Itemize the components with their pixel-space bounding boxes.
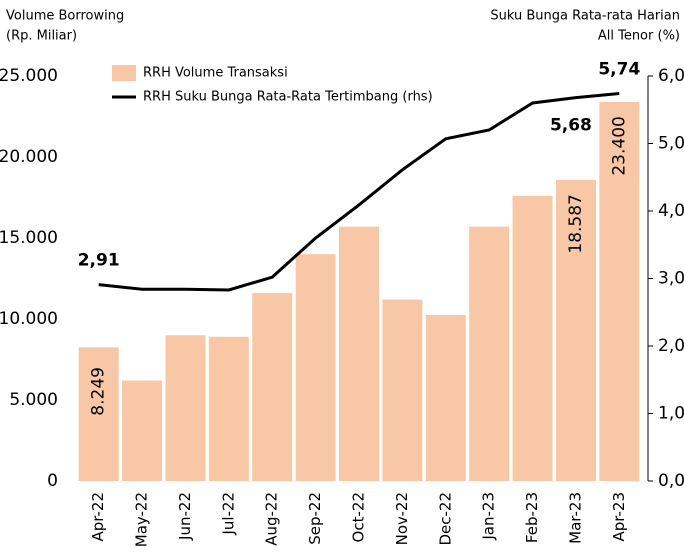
bar bbox=[469, 226, 510, 481]
x-tick-label: Sep-22 bbox=[306, 492, 324, 545]
y-tick-label: 0 bbox=[47, 471, 58, 491]
x-tick-label: Feb-23 bbox=[523, 492, 541, 543]
y2-tick-label: 5,0 bbox=[658, 134, 684, 154]
y-tick-label: 15.000 bbox=[0, 228, 58, 248]
bar bbox=[382, 299, 423, 481]
data-label: 5,68 bbox=[550, 116, 592, 136]
y2-tick-label: 3,0 bbox=[658, 269, 684, 289]
legend-swatch bbox=[112, 65, 136, 81]
bar bbox=[208, 336, 249, 481]
bar bbox=[122, 380, 163, 481]
data-label: 5,74 bbox=[598, 60, 640, 80]
x-tick-label: Jul-22 bbox=[219, 492, 237, 536]
bar bbox=[339, 226, 379, 481]
y-tick-label: 5.000 bbox=[9, 390, 58, 410]
data-label: 8.249 bbox=[89, 367, 109, 416]
y2-tick-label: 0,0 bbox=[658, 471, 684, 491]
bar bbox=[555, 179, 596, 481]
x-tick-label: Dec-22 bbox=[436, 492, 454, 546]
x-tick-label: Apr-23 bbox=[610, 492, 628, 542]
data-label: 23.400 bbox=[609, 116, 629, 175]
bar bbox=[599, 101, 640, 482]
y2-tick-label: 6,0 bbox=[658, 66, 684, 86]
y2-tick-label: 1,0 bbox=[658, 404, 684, 424]
x-tick-label: Jun-22 bbox=[176, 492, 194, 541]
x-tick-label: May-22 bbox=[133, 492, 151, 547]
y-tick-label: 10.000 bbox=[0, 309, 58, 329]
y2-tick-label: 4,0 bbox=[658, 201, 684, 221]
x-tick-label: Mar-23 bbox=[566, 492, 584, 544]
y-tick-label: 20.000 bbox=[0, 147, 58, 167]
data-label: 18.587 bbox=[566, 194, 586, 253]
x-tick-label: Jan-23 bbox=[480, 492, 498, 541]
x-tick-label: Nov-22 bbox=[393, 492, 411, 545]
legend-label: RRH Suku Bunga Rata-Rata Tertimbang (rhs… bbox=[143, 90, 433, 105]
line bbox=[98, 92, 620, 292]
y-tick-label: 25.000 bbox=[0, 66, 58, 86]
bar bbox=[512, 195, 553, 481]
bar bbox=[252, 293, 293, 481]
bar bbox=[295, 254, 336, 481]
y2-axis-label: Suku Bunga Rata-rata Harian bbox=[490, 9, 680, 24]
x-tick-label: Oct-22 bbox=[350, 492, 368, 542]
x-tick-label: Aug-22 bbox=[263, 492, 281, 546]
y-axis-label: Volume Borrowing bbox=[6, 9, 124, 24]
x-tick-label: Apr-22 bbox=[89, 492, 107, 542]
bar bbox=[78, 347, 119, 481]
bar bbox=[425, 314, 466, 481]
y2-tick-label: 2,0 bbox=[658, 336, 684, 356]
legend-label: RRH Volume Transaksi bbox=[143, 66, 288, 81]
y-axis-label: (Rp. Miliar) bbox=[6, 29, 77, 44]
bar bbox=[165, 335, 206, 481]
data-label: 2,91 bbox=[78, 251, 120, 271]
y2-axis-label: All Tenor (%) bbox=[598, 29, 680, 44]
